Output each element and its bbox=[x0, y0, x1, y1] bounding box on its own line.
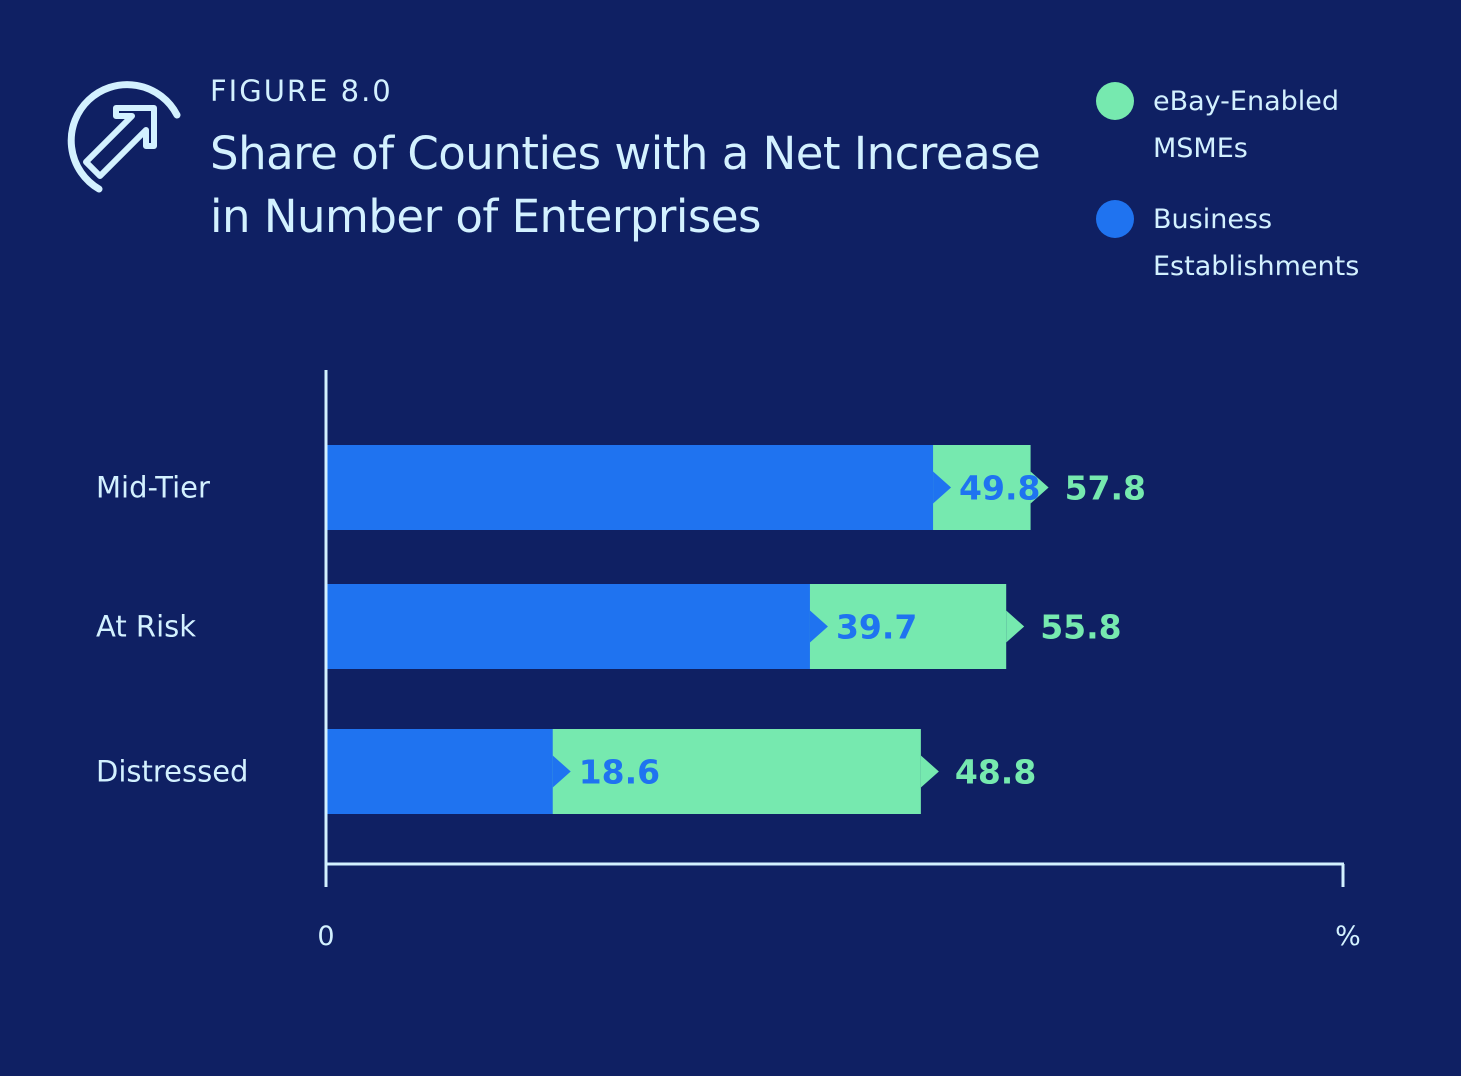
category-label-at-risk: At Risk bbox=[96, 610, 196, 644]
value-label-ebay-at-risk: 55.8 bbox=[1040, 608, 1121, 647]
bar-business-at-risk bbox=[326, 584, 810, 669]
legend: eBay-Enabled MSMEs Business Establishmen… bbox=[1096, 78, 1436, 314]
bar-business-mid-tier bbox=[326, 445, 934, 530]
value-label-business-distressed: 18.6 bbox=[579, 753, 660, 792]
legend-label-business-line-2: Establishments bbox=[1153, 251, 1360, 282]
value-label-ebay-distressed: 48.8 bbox=[955, 753, 1036, 792]
legend-item-business: Business Establishments bbox=[1096, 196, 1436, 290]
arrow-up-right-icon bbox=[67, 81, 181, 193]
value-label-business-mid-tier: 49.8 bbox=[959, 469, 1040, 508]
marker-ebay-mid-tier bbox=[1030, 471, 1049, 504]
marker-business-mid-tier bbox=[933, 471, 952, 504]
chart-title: Share of Counties with a Net Increase in… bbox=[210, 122, 1070, 248]
value-label-ebay-mid-tier: 57.8 bbox=[1065, 469, 1146, 508]
category-label-distressed: Distressed bbox=[96, 755, 248, 789]
legend-swatch-business bbox=[1096, 200, 1134, 238]
figure-label: FIGURE 8.0 bbox=[210, 74, 393, 108]
marker-business-at-risk bbox=[809, 610, 828, 643]
x-tick-label-start: 0 bbox=[317, 921, 334, 952]
chart-title-line-2: in Number of Enterprises bbox=[210, 190, 762, 243]
bar-business-distressed bbox=[326, 729, 553, 814]
value-label-business-at-risk: 39.7 bbox=[836, 608, 917, 647]
legend-label-business-line-1: Business bbox=[1153, 204, 1273, 235]
chart-title-line-1: Share of Counties with a Net Increase bbox=[210, 127, 1041, 180]
legend-item-ebay: eBay-Enabled MSMEs bbox=[1096, 78, 1436, 172]
legend-swatch-ebay bbox=[1096, 82, 1134, 120]
category-label-mid-tier: Mid-Tier bbox=[96, 471, 210, 505]
marker-ebay-distressed bbox=[920, 755, 939, 788]
legend-label-ebay-line-2: MSMEs bbox=[1153, 133, 1248, 164]
x-tick-label-end: % bbox=[1335, 921, 1361, 952]
marker-ebay-at-risk bbox=[1006, 610, 1025, 643]
legend-label-ebay-line-1: eBay-Enabled bbox=[1153, 86, 1340, 117]
marker-business-distressed bbox=[552, 755, 571, 788]
